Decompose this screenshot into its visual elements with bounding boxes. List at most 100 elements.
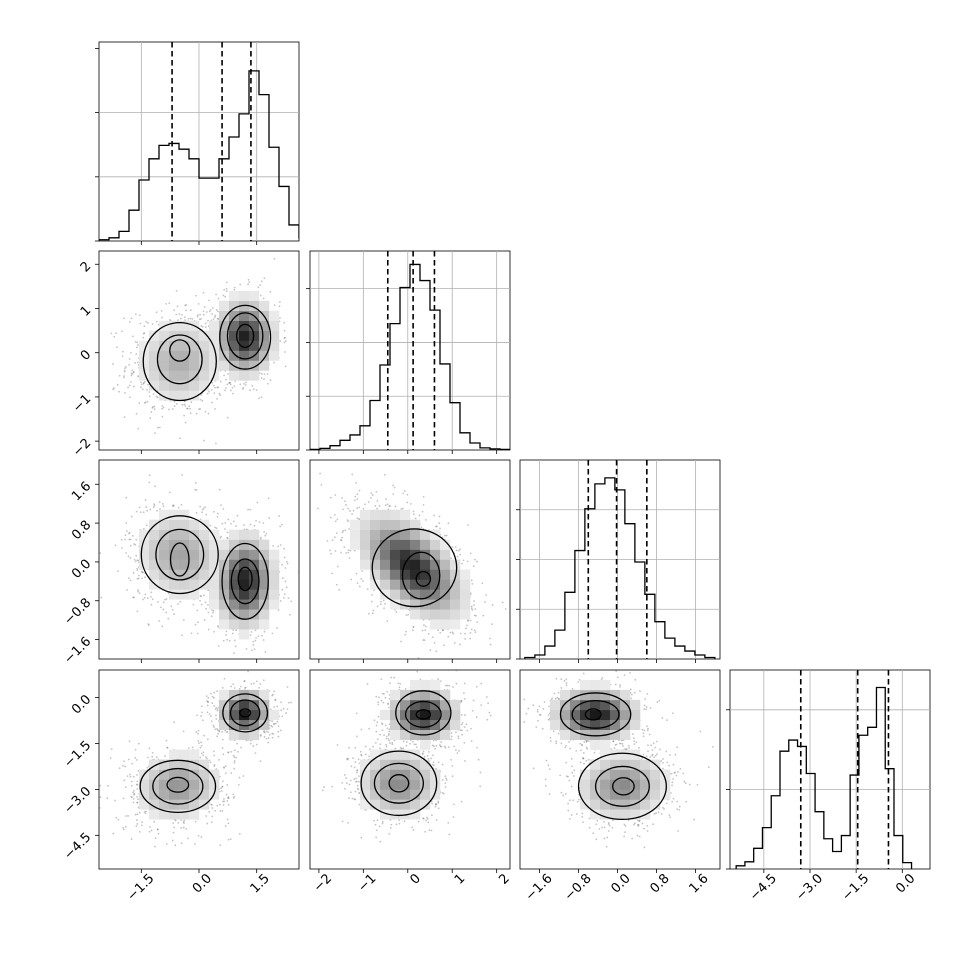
density-cell — [410, 809, 421, 820]
density-cell — [159, 340, 170, 351]
density-cell — [209, 579, 220, 590]
density-cell — [630, 719, 641, 730]
density-cell — [370, 579, 381, 590]
x-tick-label: 0 — [407, 871, 423, 887]
density-cell — [620, 809, 631, 820]
density-cell — [169, 559, 180, 570]
density-cell — [269, 330, 280, 341]
density-cell — [229, 579, 240, 590]
density-cell — [179, 799, 190, 810]
density-cell — [600, 789, 611, 800]
density-cell — [169, 380, 180, 391]
density-cell — [149, 569, 160, 580]
density-cell — [420, 559, 431, 570]
density-cell — [390, 599, 401, 610]
density-cell — [159, 539, 170, 550]
density-cell — [239, 689, 250, 701]
density-cell — [600, 739, 611, 750]
density-cell — [610, 749, 621, 760]
density-cell — [169, 789, 180, 800]
contour-level-1 — [156, 334, 203, 385]
density-cell — [430, 559, 441, 570]
density-cell — [149, 529, 160, 540]
density-cell — [149, 579, 160, 590]
density-cell — [410, 689, 421, 701]
density-cell — [450, 569, 461, 580]
contour-level-0 — [236, 323, 255, 349]
density-cell — [149, 330, 160, 341]
density-cell — [209, 340, 220, 351]
density-cell — [400, 519, 411, 530]
density-cell — [660, 769, 671, 780]
x-tick-label: 1 — [452, 871, 468, 887]
density-cell — [360, 799, 371, 810]
density-cell — [380, 569, 391, 580]
density-cell — [630, 709, 641, 721]
density-cell — [209, 360, 220, 371]
density-cell — [159, 330, 170, 341]
density-cell — [580, 769, 591, 780]
density-cell — [219, 549, 230, 560]
density-cell — [229, 569, 240, 580]
density-cell — [149, 380, 160, 391]
x-tick-label: −1 — [355, 871, 379, 895]
y-tick-label: −2 — [70, 436, 94, 460]
density-cell — [149, 539, 160, 550]
x-tick-label: −0.8 — [562, 871, 595, 904]
x-tick-label: −3.0 — [793, 871, 826, 904]
density-cell — [259, 719, 270, 730]
density-cell — [440, 539, 451, 550]
density-cell — [269, 599, 280, 610]
density-cell — [410, 599, 421, 610]
density-cell — [169, 589, 180, 600]
density-cell — [169, 779, 180, 790]
density-cell — [450, 589, 461, 600]
density-cell — [259, 579, 270, 590]
density-cell — [169, 519, 180, 530]
density-cell — [370, 559, 381, 570]
density-cell — [199, 569, 210, 580]
density-cell — [400, 749, 411, 760]
contour-level-0 — [415, 570, 432, 587]
y-tick-label: 0 — [78, 347, 94, 363]
density-cell — [560, 729, 571, 740]
density-cell — [209, 769, 220, 780]
density-cell — [189, 519, 200, 530]
density-cell — [139, 360, 150, 371]
density-cell — [219, 320, 230, 331]
density-cell — [239, 699, 250, 711]
density-cell — [610, 769, 621, 780]
density-cell — [209, 559, 220, 570]
density-cell — [179, 549, 190, 560]
density-cell — [570, 719, 581, 730]
density-cell — [450, 699, 461, 711]
y-tick-label: 0.0 — [69, 692, 94, 717]
density-cell — [410, 789, 421, 800]
density-cell — [590, 799, 601, 810]
density-cell — [159, 579, 170, 590]
density-cell — [580, 679, 591, 691]
density-cell — [149, 350, 160, 361]
density-cell — [139, 539, 150, 550]
y-tick-label: 0.8 — [69, 518, 94, 543]
density-cell — [560, 709, 571, 721]
density-cell — [420, 779, 431, 790]
density-cell — [169, 759, 180, 770]
density-cell — [229, 529, 240, 540]
density-cell — [169, 569, 180, 580]
density-cell — [189, 549, 200, 560]
density-cell — [440, 549, 451, 560]
density-cell — [249, 719, 260, 730]
contour-level-1 — [226, 312, 264, 360]
density-cell — [169, 539, 180, 550]
density-cell — [430, 619, 441, 630]
density-cell — [239, 709, 250, 721]
density-cell — [219, 609, 230, 620]
density-cell — [229, 549, 240, 560]
density-cell — [360, 539, 371, 550]
density-cell — [189, 539, 200, 550]
density-cell — [440, 569, 451, 580]
density-cell — [440, 559, 451, 570]
density-cell — [159, 519, 170, 530]
density-cell — [229, 340, 240, 351]
